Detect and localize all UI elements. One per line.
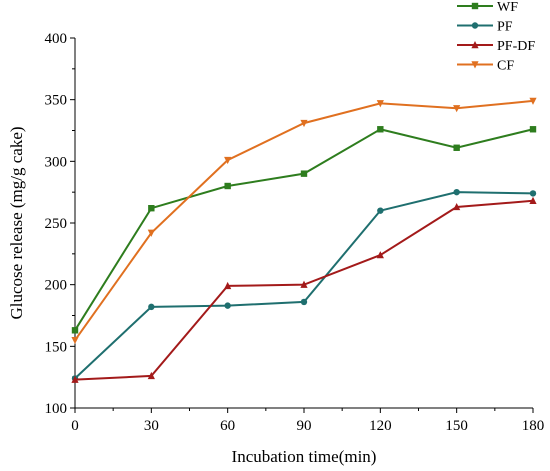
axes: 0 30 60 90 120 150 180 100 150 200 250 300 350 400: [45, 31, 545, 434]
data-point-pf: [377, 207, 384, 214]
legend-marker-pf-df: [471, 41, 479, 49]
y-tick-label: 150: [45, 339, 68, 355]
data-point-wf: [453, 144, 460, 151]
x-tick-label: 120: [369, 418, 392, 434]
data-point-pf-df: [71, 375, 79, 383]
series-line-pf-df: [74, 199, 534, 381]
legend: WF PF PF-DF CF: [457, 0, 535, 74]
y-tick-label: 400: [45, 31, 68, 47]
data-point-wf: [300, 170, 308, 177]
data-point-wf: [71, 327, 79, 334]
data-point-pf: [453, 188, 460, 196]
legend-marker-pf: [471, 22, 479, 29]
x-axis-title: Incubation time(min): [232, 447, 377, 466]
legend-label-wf: WF: [497, 0, 518, 15]
legend-item-pf-df: PF-DF: [457, 39, 535, 54]
y-axis-title: Glucose release (mg/g cake): [7, 126, 26, 319]
x-tick-label: 180: [522, 418, 545, 434]
data-point-wf: [529, 126, 537, 133]
y-tick-label: 300: [45, 154, 68, 170]
x-tick-label: 60: [220, 418, 235, 434]
legend-marker-cf: [471, 61, 479, 69]
x-tick-label: 0: [71, 418, 79, 434]
data-point-wf: [148, 205, 155, 212]
data-point-pf: [300, 298, 308, 306]
data-point-cf: [300, 119, 308, 128]
legend-marker-wf: [471, 2, 479, 10]
x-tick-label: 150: [445, 418, 468, 434]
y-tick-label: 100: [45, 401, 68, 417]
data-point-cf: [71, 336, 79, 345]
x-tick-label: 30: [144, 418, 159, 434]
data-point-pf: [529, 190, 537, 197]
data-point-cf: [224, 156, 232, 165]
data-point-wf: [377, 126, 384, 133]
data-point-pf-df: [529, 196, 537, 204]
series-pf-df: [71, 196, 537, 383]
x-tick-label: 90: [297, 418, 312, 434]
legend-label-pf: PF: [497, 20, 513, 35]
data-point-pf-df: [224, 281, 232, 290]
data-point-pf: [148, 303, 155, 311]
data-point-pf-df: [453, 202, 461, 211]
data-point-cf: [147, 229, 155, 237]
legend-item-cf: CF: [457, 59, 514, 74]
data-point-wf: [224, 182, 231, 190]
data-point-pf-df: [376, 251, 384, 259]
data-point-pf: [224, 302, 231, 309]
series-wf: [71, 126, 537, 334]
data-point-pf-df: [300, 280, 308, 288]
data-point-cf: [529, 97, 537, 105]
y-tick-label: 350: [45, 93, 68, 109]
legend-item-wf: WF: [457, 0, 518, 15]
legend-item-pf: PF: [457, 20, 513, 35]
data-point-cf: [453, 105, 461, 113]
series-cf: [71, 97, 537, 345]
y-tick-label: 250: [45, 216, 68, 232]
legend-label-pf-df: PF-DF: [497, 39, 535, 54]
y-tick-label: 200: [45, 278, 68, 294]
legend-label-cf: CF: [497, 59, 514, 74]
series-layer: [71, 97, 537, 383]
data-point-pf-df: [147, 371, 155, 380]
data-point-cf: [376, 100, 384, 108]
